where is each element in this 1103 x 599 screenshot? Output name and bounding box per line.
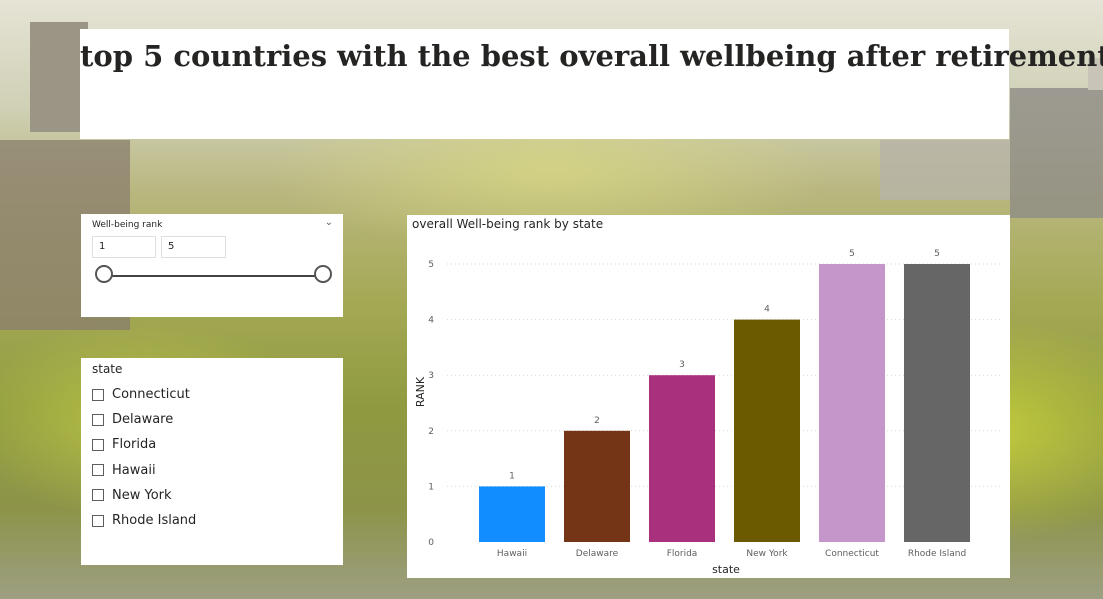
bar: [819, 264, 885, 542]
state-item-label: Hawaii: [112, 462, 156, 478]
y-tick-label: 5: [428, 260, 434, 270]
rank-max-input[interactable]: 5: [161, 236, 226, 258]
state-slicer: state Connecticut Delaware Florida Hawai…: [81, 358, 343, 565]
bar: [564, 430, 630, 542]
state-item-rhode-island[interactable]: Rhode Island: [92, 508, 196, 533]
y-tick-label: 3: [428, 371, 434, 381]
x-axis-label: state: [712, 563, 740, 576]
wellbeing-rank-slicer-header: Well-being rank: [92, 220, 163, 230]
data-label: 3: [679, 360, 685, 370]
y-tick-label: 4: [428, 316, 434, 326]
bar: [734, 319, 800, 542]
state-item-label: Florida: [112, 437, 157, 453]
state-list: Connecticut Delaware Florida Hawaii New …: [92, 382, 196, 533]
state-item-new-york[interactable]: New York: [92, 483, 196, 508]
state-item-hawaii[interactable]: Hawaii: [92, 458, 196, 483]
rank-slider-track[interactable]: [105, 275, 325, 277]
state-item-label: Rhode Island: [112, 513, 197, 529]
data-label: 5: [934, 249, 940, 259]
checkbox[interactable]: [92, 489, 104, 502]
x-tick-label: Connecticut: [825, 549, 879, 559]
y-tick-label: 2: [428, 427, 434, 437]
background-building: [1088, 58, 1103, 90]
checkbox[interactable]: [92, 413, 104, 426]
x-tick-label: Delaware: [576, 549, 619, 559]
bar: [904, 264, 970, 542]
y-axis-label: RANK: [414, 376, 427, 407]
state-item-florida[interactable]: Florida: [92, 432, 196, 457]
data-label: 2: [594, 416, 600, 426]
chevron-down-icon[interactable]: ⌄: [324, 217, 333, 228]
background-building: [30, 22, 88, 132]
checkbox[interactable]: [92, 464, 104, 477]
state-item-label: Connecticut: [112, 387, 190, 403]
data-label: 1: [509, 471, 515, 481]
state-slicer-header: state: [92, 362, 123, 376]
chart-title: overall Well-being rank by state: [412, 217, 604, 231]
checkbox[interactable]: [92, 514, 104, 527]
y-tick-label: 1: [428, 482, 434, 492]
wellbeing-rank-chart: overall Well-being rank by state RANK st…: [407, 215, 1010, 578]
x-tick-label: Hawaii: [497, 549, 527, 559]
y-tick-label: 0: [428, 538, 434, 548]
report-title: top 5 countries with the best overall we…: [80, 39, 1103, 73]
title-card: top 5 countries with the best overall we…: [80, 29, 1103, 139]
data-label: 4: [764, 305, 770, 315]
x-tick-label: Florida: [667, 549, 698, 559]
data-label: 5: [849, 249, 855, 259]
bar: [649, 375, 715, 542]
checkbox[interactable]: [92, 388, 104, 401]
bar: [479, 486, 545, 542]
chart-canvas: RANK state 0 1 2 3 4 5 1 Hawaii 2 Delaware 3 Florid…: [414, 249, 1003, 576]
state-item-delaware[interactable]: Delaware: [92, 407, 196, 432]
rank-min-input[interactable]: 1: [92, 236, 156, 258]
x-tick-label: New York: [746, 549, 788, 559]
x-tick-label: Rhode Island: [908, 549, 966, 559]
rank-slider-min-handle[interactable]: [95, 265, 113, 283]
background-building: [1010, 88, 1103, 218]
state-item-connecticut[interactable]: Connecticut: [92, 382, 196, 407]
background-building: [880, 140, 1010, 200]
wellbeing-rank-slicer: Well-being rank ⌄ 1 5: [81, 214, 343, 317]
checkbox[interactable]: [92, 438, 104, 451]
state-item-label: Delaware: [112, 412, 174, 428]
rank-slider-max-handle[interactable]: [314, 265, 332, 283]
state-item-label: New York: [112, 487, 172, 503]
